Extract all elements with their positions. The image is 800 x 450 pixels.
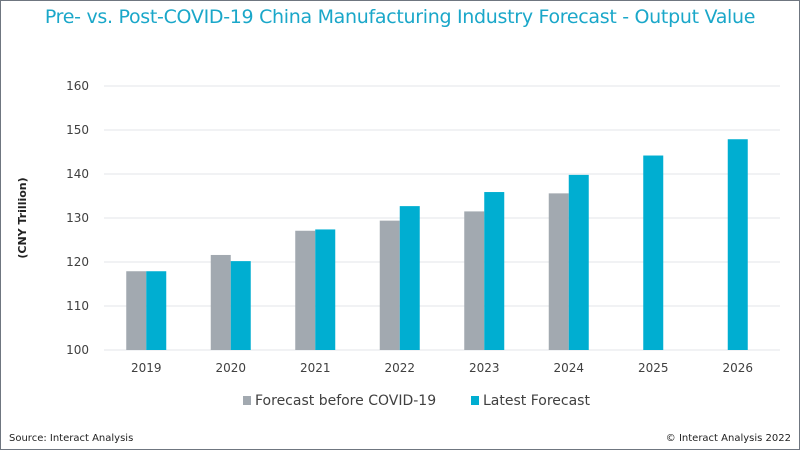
legend-label: Forecast before COVID-19 [255, 393, 436, 409]
bar-latest-2019 [146, 271, 167, 350]
source-note: Source: Interact Analysis [9, 433, 134, 444]
bar-latest-2025 [643, 155, 664, 350]
bars [126, 139, 748, 350]
copyright-note: © Interact Analysis 2022 [665, 433, 791, 444]
y-tick-label: 150 [66, 123, 89, 137]
bar-pre-covid-2024 [548, 193, 569, 350]
y-tick-label: 110 [66, 299, 89, 313]
x-tick-label: 2026 [722, 361, 753, 375]
bar-latest-2023 [484, 192, 505, 350]
bar-pre-covid-2023 [464, 211, 485, 350]
x-axis-ticks: 2019 2020 2021 2022 2023 2024 2025 2026 [131, 361, 753, 375]
y-axis-label: (CNY Trillion) [16, 177, 29, 258]
legend-swatch [243, 396, 251, 405]
bar-latest-2020 [230, 261, 251, 350]
x-tick-label: 2021 [300, 361, 331, 375]
bar-latest-2026 [727, 139, 748, 350]
bar-latest-2021 [315, 229, 336, 350]
bar-latest-2022 [399, 206, 420, 350]
legend-label: Latest Forecast [483, 393, 590, 409]
x-tick-label: 2024 [553, 361, 584, 375]
x-tick-label: 2023 [469, 361, 500, 375]
y-tick-label: 160 [66, 79, 89, 93]
legend-swatch [471, 396, 479, 405]
bar-pre-covid-2019 [126, 271, 147, 350]
x-tick-label: 2025 [638, 361, 669, 375]
gridlines [104, 85, 780, 351]
y-tick-label: 100 [66, 343, 89, 357]
chart-title: Pre- vs. Post-COVID-19 China Manufacturi… [44, 6, 756, 28]
bar-pre-covid-2020 [210, 254, 231, 350]
bar-pre-covid-2021 [295, 230, 316, 350]
x-tick-label: 2022 [384, 361, 415, 375]
y-tick-label: 140 [66, 167, 89, 181]
y-tick-label: 120 [66, 255, 89, 269]
bar-latest-2024 [568, 174, 589, 350]
x-tick-label: 2020 [215, 361, 246, 375]
y-axis-ticks: 100 110 120 130 140 150 160 [66, 79, 89, 357]
legend: Forecast before COVID-19 Latest Forecast [243, 393, 590, 409]
y-tick-label: 130 [66, 211, 89, 225]
bar-pre-covid-2022 [379, 220, 400, 350]
x-tick-label: 2019 [131, 361, 162, 375]
